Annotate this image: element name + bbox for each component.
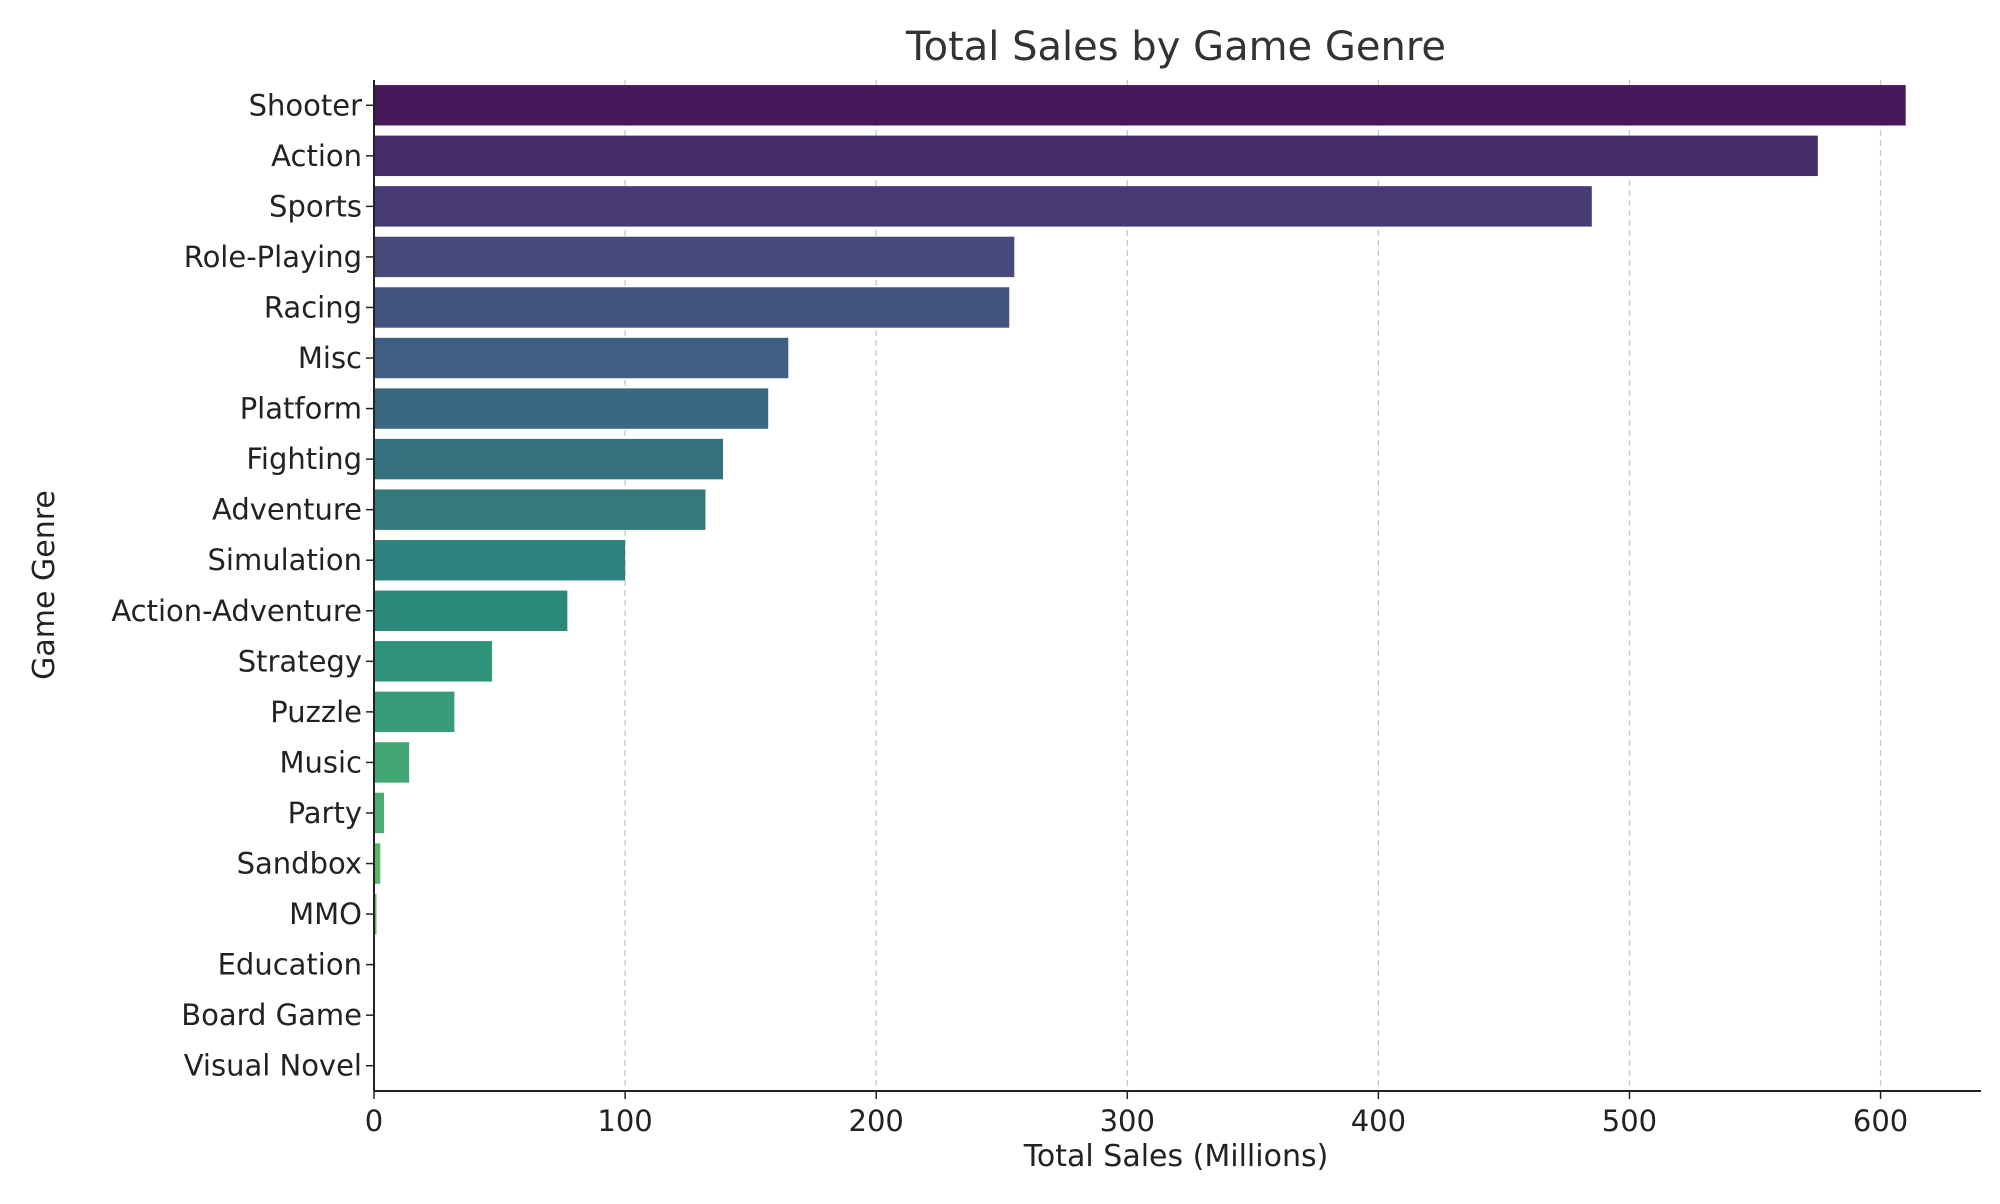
y-tick-label-board-game: Board Game bbox=[181, 998, 362, 1032]
bar-party bbox=[374, 793, 384, 833]
bar-puzzle bbox=[374, 692, 454, 732]
bar-action-adventure bbox=[374, 591, 567, 631]
x-tick-label: 600 bbox=[1853, 1104, 1908, 1138]
y-tick-label-education: Education bbox=[218, 948, 362, 982]
x-tick-label: 100 bbox=[597, 1104, 652, 1138]
bar-fighting bbox=[374, 439, 723, 479]
bar-sports bbox=[374, 186, 1592, 226]
x-tick-label: 300 bbox=[1100, 1104, 1155, 1138]
y-axis-label: Game Genre bbox=[27, 490, 62, 680]
bar-role-playing bbox=[374, 237, 1014, 277]
y-tick-label-simulation: Simulation bbox=[208, 543, 362, 577]
y-tick-label-sports: Sports bbox=[269, 189, 362, 223]
y-tick-label-party: Party bbox=[288, 796, 362, 830]
y-tick-label-strategy: Strategy bbox=[238, 644, 362, 678]
bar-racing bbox=[374, 287, 1009, 327]
y-tick-label-shooter: Shooter bbox=[249, 88, 362, 122]
bars bbox=[374, 85, 1906, 1086]
bar-simulation bbox=[374, 540, 625, 580]
y-tick-labels: Shooter Action Sports Role-Playing Racing Mis… bbox=[111, 88, 362, 1082]
x-tick-label: 500 bbox=[1602, 1104, 1657, 1138]
y-tick-label-adventure: Adventure bbox=[212, 493, 362, 527]
y-tick-label-action-adventure: Action-Adventure bbox=[111, 594, 362, 628]
y-tick-label-fighting: Fighting bbox=[246, 442, 362, 476]
x-axis-label: Total Sales (Millions) bbox=[1023, 1139, 1329, 1174]
y-tick-label-visual-novel: Visual Novel bbox=[184, 1049, 362, 1083]
bar-misc bbox=[374, 338, 788, 378]
bar-adventure bbox=[374, 489, 705, 529]
y-tick-label-action: Action bbox=[271, 139, 362, 173]
y-tick-label-platform: Platform bbox=[240, 392, 362, 426]
y-tick-label-music: Music bbox=[279, 745, 362, 779]
y-tick-label-sandbox: Sandbox bbox=[237, 847, 362, 881]
x-tick-label: 400 bbox=[1351, 1104, 1406, 1138]
bar-platform bbox=[374, 388, 768, 428]
x-tick-label: 0 bbox=[365, 1104, 383, 1138]
bar-music bbox=[374, 742, 409, 782]
axes bbox=[366, 80, 1981, 1099]
x-tick-label: 200 bbox=[849, 1104, 904, 1138]
y-tick-label-role-playing: Role-Playing bbox=[184, 240, 362, 274]
y-tick-label-misc: Misc bbox=[298, 341, 362, 375]
bar-strategy bbox=[374, 641, 492, 681]
y-tick-label-puzzle: Puzzle bbox=[270, 695, 362, 729]
bar-shooter bbox=[374, 85, 1906, 125]
chart-title: Total Sales by Game Genre bbox=[905, 24, 1446, 70]
y-tick-label-racing: Racing bbox=[264, 290, 362, 324]
x-tick-labels: 0 100 200 300 400 500 600 bbox=[365, 1104, 1908, 1138]
bar-action bbox=[374, 136, 1818, 176]
gridlines bbox=[374, 80, 1881, 1091]
y-tick-label-mmo: MMO bbox=[289, 897, 362, 931]
